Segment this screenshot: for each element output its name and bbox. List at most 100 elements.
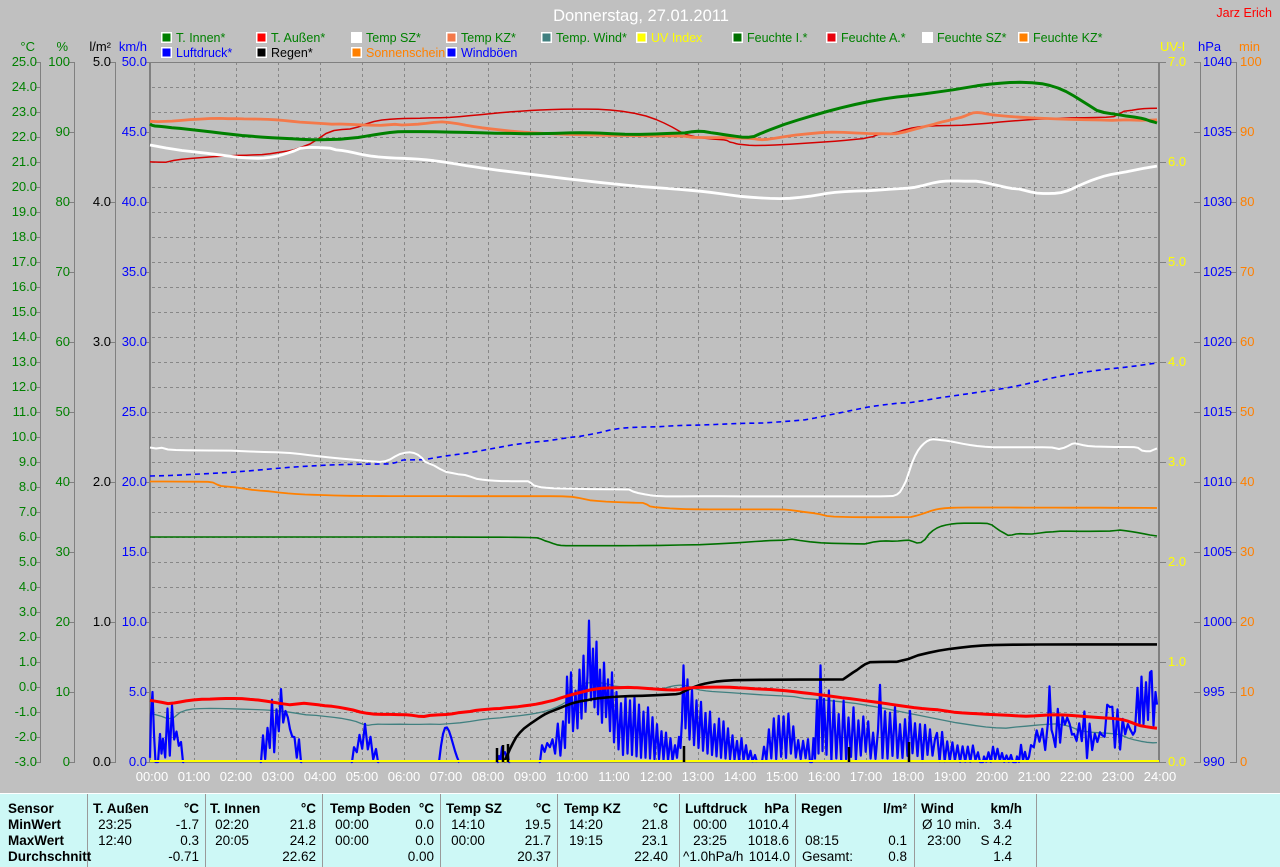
svg-text:0.0: 0.0 bbox=[1168, 754, 1186, 769]
svg-text:0.0: 0.0 bbox=[19, 679, 37, 694]
svg-text:10:00: 10:00 bbox=[556, 769, 589, 784]
svg-text:40.0: 40.0 bbox=[122, 194, 147, 209]
svg-text:5.0: 5.0 bbox=[129, 684, 147, 699]
svg-text:00:00: 00:00 bbox=[693, 817, 727, 832]
svg-text:-1.7: -1.7 bbox=[176, 817, 199, 832]
svg-text:1015: 1015 bbox=[1203, 404, 1232, 419]
svg-text:8.0: 8.0 bbox=[19, 479, 37, 494]
svg-text:1010: 1010 bbox=[1203, 474, 1232, 489]
svg-text:22.40: 22.40 bbox=[634, 849, 668, 864]
svg-text:0.8: 0.8 bbox=[888, 849, 907, 864]
svg-text:24.0: 24.0 bbox=[12, 79, 37, 94]
svg-text:22.62: 22.62 bbox=[282, 849, 316, 864]
svg-text:06:00: 06:00 bbox=[388, 769, 421, 784]
svg-text:25.0: 25.0 bbox=[122, 404, 147, 419]
svg-text:Sensor: Sensor bbox=[8, 801, 55, 816]
svg-text:10: 10 bbox=[56, 684, 70, 699]
svg-text:12:40: 12:40 bbox=[98, 833, 132, 848]
svg-text:Luftdruck: Luftdruck bbox=[685, 801, 748, 816]
svg-text:Luftdruck*: Luftdruck* bbox=[176, 46, 232, 60]
svg-text:23:25: 23:25 bbox=[693, 833, 727, 848]
svg-text:0: 0 bbox=[1240, 754, 1247, 769]
svg-text:995: 995 bbox=[1203, 684, 1225, 699]
svg-text:°C: °C bbox=[419, 801, 434, 816]
svg-text:35.0: 35.0 bbox=[122, 264, 147, 279]
svg-text:25.0: 25.0 bbox=[12, 54, 37, 69]
svg-text:01:00: 01:00 bbox=[178, 769, 211, 784]
svg-text:14:20: 14:20 bbox=[569, 817, 603, 832]
svg-text:21.7: 21.7 bbox=[525, 833, 551, 848]
svg-text:08:15: 08:15 bbox=[805, 833, 839, 848]
svg-text:7.0: 7.0 bbox=[1168, 54, 1186, 69]
svg-text:1.0: 1.0 bbox=[1168, 654, 1186, 669]
svg-text:°C: °C bbox=[536, 801, 551, 816]
svg-text:90: 90 bbox=[1240, 124, 1254, 139]
svg-text:24:00: 24:00 bbox=[1144, 769, 1177, 784]
svg-text:20: 20 bbox=[56, 614, 70, 629]
svg-text:20.0: 20.0 bbox=[122, 474, 147, 489]
svg-text:MinWert: MinWert bbox=[8, 817, 62, 832]
svg-text:1010.4: 1010.4 bbox=[748, 817, 790, 832]
svg-text:19:15: 19:15 bbox=[569, 833, 603, 848]
svg-text:05:00: 05:00 bbox=[346, 769, 379, 784]
svg-text:18:00: 18:00 bbox=[892, 769, 925, 784]
svg-text:hPa: hPa bbox=[1198, 39, 1222, 54]
svg-text:11:00: 11:00 bbox=[598, 769, 630, 784]
svg-text:09:00: 09:00 bbox=[514, 769, 547, 784]
svg-text:10.0: 10.0 bbox=[12, 429, 37, 444]
svg-text:Regen*: Regen* bbox=[271, 46, 313, 60]
svg-text:13:00: 13:00 bbox=[682, 769, 715, 784]
svg-text:12:00: 12:00 bbox=[640, 769, 673, 784]
svg-text:70: 70 bbox=[1240, 264, 1254, 279]
svg-text:100: 100 bbox=[48, 54, 70, 69]
svg-text:02:00: 02:00 bbox=[220, 769, 253, 784]
svg-text:0.0: 0.0 bbox=[415, 817, 434, 832]
svg-text:21.0: 21.0 bbox=[12, 154, 37, 169]
svg-text:02:20: 02:20 bbox=[215, 817, 249, 832]
svg-text:4.0: 4.0 bbox=[93, 194, 111, 209]
svg-text:16.0: 16.0 bbox=[12, 279, 37, 294]
svg-text:20.37: 20.37 bbox=[517, 849, 551, 864]
svg-text:30: 30 bbox=[56, 544, 70, 559]
svg-text:T. Innen*: T. Innen* bbox=[176, 31, 225, 45]
svg-text:-1.0: -1.0 bbox=[15, 704, 37, 719]
svg-text:45.0: 45.0 bbox=[122, 124, 147, 139]
svg-text:-0.71: -0.71 bbox=[168, 849, 199, 864]
svg-text:22:00: 22:00 bbox=[1060, 769, 1093, 784]
svg-text:1025: 1025 bbox=[1203, 264, 1232, 279]
svg-text:2.0: 2.0 bbox=[19, 629, 37, 644]
svg-text:Temp SZ*: Temp SZ* bbox=[366, 31, 421, 45]
svg-text:0.0: 0.0 bbox=[415, 833, 434, 848]
svg-text:6.0: 6.0 bbox=[19, 529, 37, 544]
svg-text:1.0: 1.0 bbox=[19, 654, 37, 669]
svg-text:°C: °C bbox=[301, 801, 316, 816]
svg-text:60: 60 bbox=[56, 334, 70, 349]
svg-text:-3.0: -3.0 bbox=[15, 754, 37, 769]
svg-text:03:00: 03:00 bbox=[262, 769, 295, 784]
svg-text:Feuchte A.*: Feuchte A.* bbox=[841, 31, 906, 45]
svg-text:1005: 1005 bbox=[1203, 544, 1232, 559]
svg-text:990: 990 bbox=[1203, 754, 1225, 769]
svg-text:0.0: 0.0 bbox=[93, 754, 111, 769]
svg-text:19:00: 19:00 bbox=[934, 769, 967, 784]
svg-text:50: 50 bbox=[56, 404, 70, 419]
svg-text:11.0: 11.0 bbox=[13, 404, 37, 419]
svg-text:Ø 10 min.: Ø 10 min. bbox=[922, 817, 981, 832]
svg-text:%: % bbox=[56, 39, 68, 54]
svg-text:1020: 1020 bbox=[1203, 334, 1232, 349]
svg-text:0.3: 0.3 bbox=[180, 833, 199, 848]
svg-text:00:00: 00:00 bbox=[335, 833, 369, 848]
svg-text:3.0: 3.0 bbox=[1168, 454, 1186, 469]
svg-text:80: 80 bbox=[56, 194, 70, 209]
svg-text:4.0: 4.0 bbox=[19, 579, 37, 594]
svg-text:20.0: 20.0 bbox=[12, 179, 37, 194]
svg-text:40: 40 bbox=[1240, 474, 1254, 489]
svg-text:10.0: 10.0 bbox=[122, 614, 147, 629]
svg-text:Wind: Wind bbox=[921, 801, 954, 816]
svg-text:04:00: 04:00 bbox=[304, 769, 337, 784]
svg-text:3.0: 3.0 bbox=[19, 604, 37, 619]
svg-text:90: 90 bbox=[56, 124, 70, 139]
svg-text:7.0: 7.0 bbox=[19, 504, 37, 519]
svg-text:2.0: 2.0 bbox=[93, 474, 111, 489]
svg-text:21.8: 21.8 bbox=[290, 817, 316, 832]
